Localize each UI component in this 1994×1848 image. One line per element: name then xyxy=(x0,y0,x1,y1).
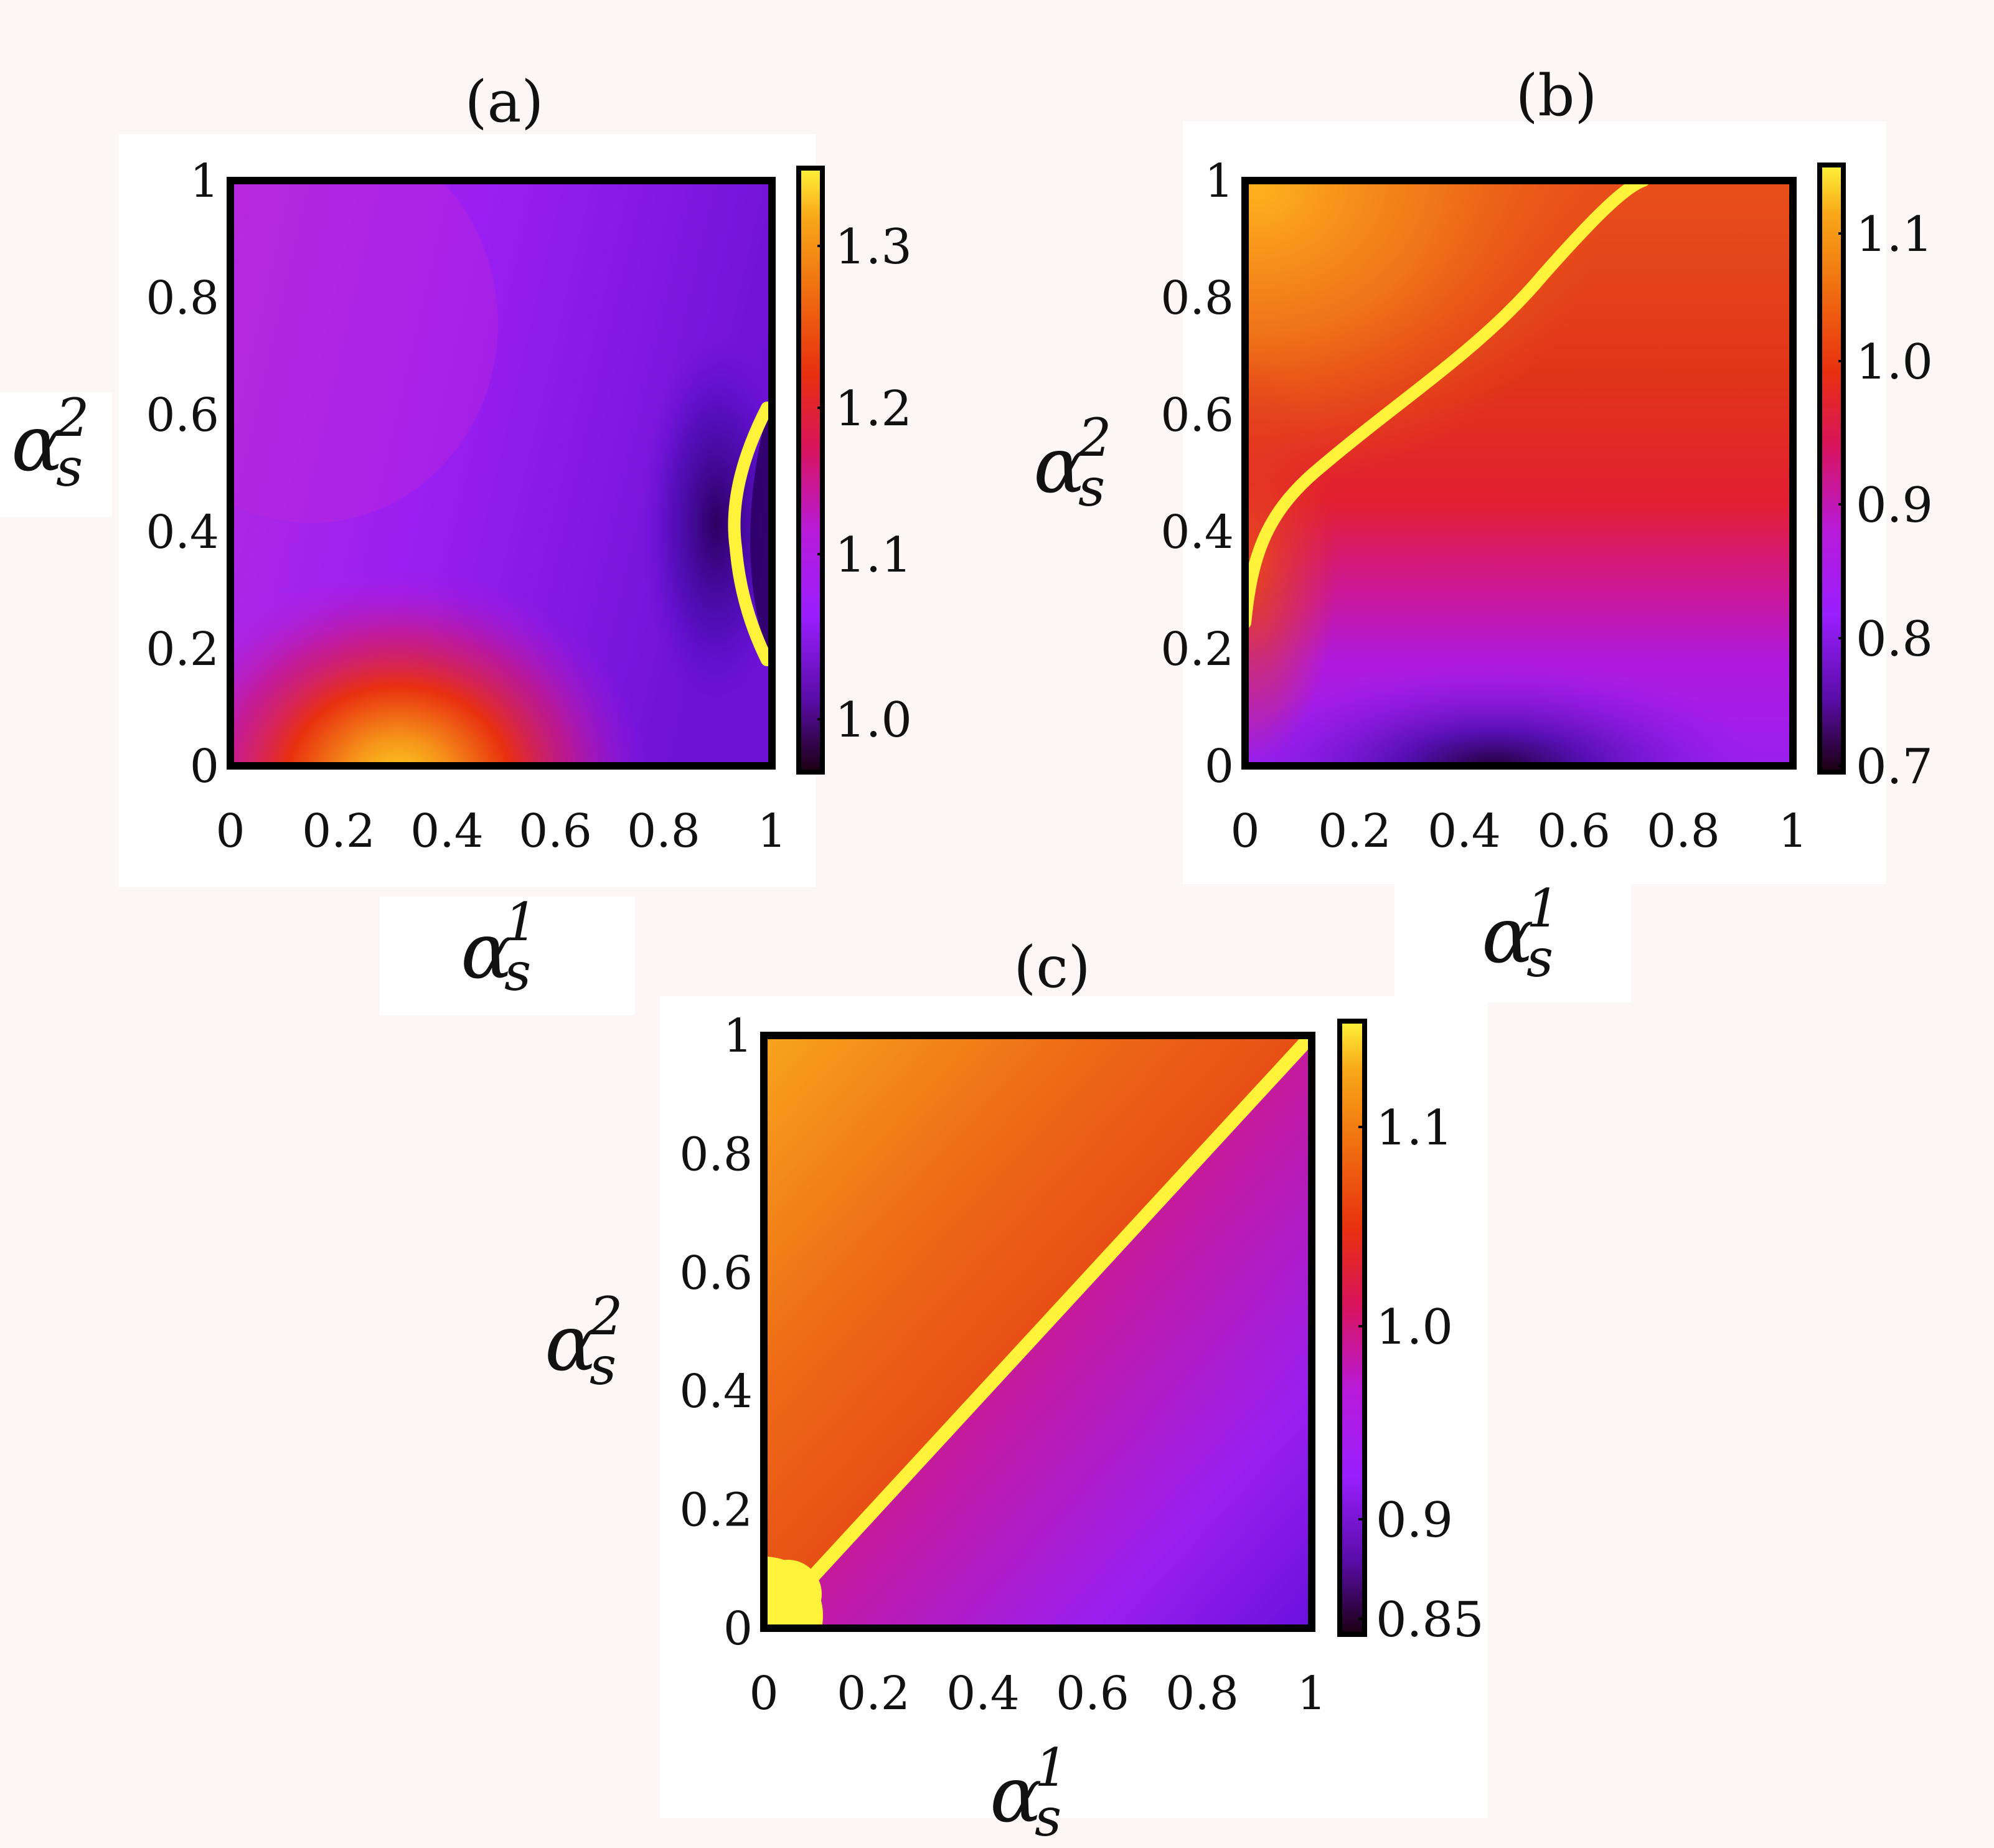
y-tick-label: 0.6 xyxy=(679,1247,753,1300)
colorbar-ticks-a: 1.0 1.1 1.2 1.3 xyxy=(817,219,912,748)
colorbar-tick-label: 0.85 xyxy=(1376,1592,1484,1648)
x-ticks-b: 0 0.2 0.4 0.6 0.8 1 xyxy=(1230,804,1807,858)
svg-text:1: 1 xyxy=(1035,1737,1068,1798)
y-tick-label: 0 xyxy=(190,740,219,793)
y-ticks-a: 0 0.2 0.4 0.6 0.8 1 xyxy=(146,154,219,793)
y-tick-label: 0.6 xyxy=(146,389,219,442)
x-tick-label: 0.2 xyxy=(1318,804,1391,858)
x-axis-label-b: α 1 s xyxy=(1482,878,1559,989)
y-tick-label: 0.8 xyxy=(146,271,219,325)
svg-text:s: s xyxy=(1526,928,1553,989)
y-axis-label-a: α 2 s xyxy=(11,387,89,498)
svg-text:s: s xyxy=(1035,1787,1061,1848)
svg-text:α: α xyxy=(11,399,63,489)
panel-a: 1.0 1.1 1.2 1.3 0 0.2 0.4 0.6 0.8 1 0 0.2 0.4 0.6 0.… xyxy=(11,68,912,1002)
x-tick-label: 0.2 xyxy=(302,804,375,858)
x-tick-label: 0 xyxy=(1230,804,1259,858)
y-tick-label: 0.8 xyxy=(1160,271,1234,325)
y-tick-label: 0 xyxy=(723,1602,753,1656)
panel-label-c: (c) xyxy=(1013,934,1090,1001)
y-tick-label: 0.6 xyxy=(1160,389,1234,442)
x-tick-label: 0 xyxy=(749,1667,778,1720)
svg-text:α: α xyxy=(545,1299,597,1388)
svg-text:2: 2 xyxy=(1078,407,1111,468)
colorbar-tick-label: 1.1 xyxy=(1856,207,1933,263)
svg-text:s: s xyxy=(504,941,531,1002)
x-tick-label: 0.8 xyxy=(1165,1667,1239,1720)
colorbar-tick-label: 1.0 xyxy=(1856,334,1933,390)
colorbar-tick-label: 1.0 xyxy=(835,692,912,748)
svg-text:α: α xyxy=(1482,891,1534,981)
svg-text:s: s xyxy=(1078,457,1105,518)
y-tick-label: 1 xyxy=(190,154,219,208)
colorbar-tick-label: 1.2 xyxy=(835,381,912,437)
x-ticks-a: 0 0.2 0.4 0.6 0.8 1 xyxy=(215,804,786,858)
x-tick-label: 0 xyxy=(215,804,245,858)
colorbar-ticks-c: 0.85 0.9 1.0 1.1 xyxy=(1358,1100,1484,1648)
y-axis-label-c: α 2 s xyxy=(545,1286,623,1397)
colorbar-tick-label: 0.9 xyxy=(1856,478,1933,534)
svg-text:s: s xyxy=(590,1336,616,1397)
colorbar-c xyxy=(1337,1019,1367,1637)
y-tick-label: 0.4 xyxy=(146,506,219,559)
y-tick-label: 1 xyxy=(723,1009,753,1063)
x-tick-label: 0.8 xyxy=(627,804,700,858)
x-tick-label: 0.6 xyxy=(1056,1667,1129,1720)
panel-c: 0.850.91.01.1 0 0.2 0.4 0.6 0.8 1 00.20.40.60… xyxy=(545,934,1484,1848)
svg-text:2: 2 xyxy=(55,387,89,448)
colorbar-a xyxy=(796,166,825,775)
colorbar-tick-label: 1.3 xyxy=(835,219,912,275)
heatmap-b xyxy=(1245,181,1793,766)
svg-text:1: 1 xyxy=(1526,878,1559,939)
svg-text:1: 1 xyxy=(504,892,537,953)
contour-b xyxy=(1245,181,1650,629)
panel-label-a: (a) xyxy=(465,68,544,135)
y-tick-label: 0.2 xyxy=(1160,623,1234,676)
y-tick-label: 0.2 xyxy=(679,1484,753,1537)
colorbar-tick-label: 1.1 xyxy=(1376,1100,1453,1156)
x-axis-label-c: α 1 s xyxy=(990,1737,1068,1848)
x-tick-label: 1 xyxy=(1297,1667,1326,1720)
svg-text:α: α xyxy=(461,907,513,996)
x-tick-label: 1 xyxy=(757,804,786,858)
colorbar-tick-label: 1.1 xyxy=(835,527,912,583)
contour-a xyxy=(728,402,772,666)
colorbar-b xyxy=(1817,163,1846,775)
x-tick-label: 0.2 xyxy=(837,1667,910,1720)
svg-text:α: α xyxy=(990,1750,1042,1840)
svg-text:2: 2 xyxy=(589,1286,623,1347)
heatmap-c xyxy=(764,1035,1312,1628)
svg-text:s: s xyxy=(56,437,83,498)
colorbar-tick-label: 0.7 xyxy=(1856,739,1933,795)
svg-text:α: α xyxy=(1033,421,1086,511)
y-ticks-c: 0 0.2 0.4 0.6 0.8 1 xyxy=(679,1009,753,1656)
x-tick-label: 0.4 xyxy=(410,804,484,858)
x-tick-label: 0.8 xyxy=(1647,804,1720,858)
colorbar-tick-label: 0.9 xyxy=(1376,1492,1453,1549)
x-tick-label: 0.4 xyxy=(946,1667,1020,1720)
y-tick-label: 0.8 xyxy=(679,1128,753,1181)
panel-b: 0.7 0.8 0.9 1.0 1.1 0 0.2 0.4 0.6 0.8 1 0 0.2 0.4 0.… xyxy=(1033,62,1933,989)
y-tick-label: 0.4 xyxy=(1160,506,1234,559)
y-tick-label: 0 xyxy=(1205,740,1234,793)
y-ticks-b: 0 0.2 0.4 0.6 0.8 1 xyxy=(1160,154,1234,793)
x-tick-label: 0.6 xyxy=(1537,804,1611,858)
x-tick-label: 1 xyxy=(1778,804,1807,858)
x-tick-label: 0.6 xyxy=(519,804,592,858)
x-ticks-c: 0 0.2 0.4 0.6 0.8 1 xyxy=(749,1667,1326,1720)
y-tick-label: 1 xyxy=(1205,154,1234,208)
y-tick-label: 0.4 xyxy=(679,1365,753,1418)
y-axis-label-b: α 2 s xyxy=(1033,407,1111,518)
contour-c xyxy=(790,1035,1312,1601)
colorbar-ticks-b: 0.7 0.8 0.9 1.0 1.1 xyxy=(1838,207,1933,795)
colorbar-tick-label: 0.8 xyxy=(1856,611,1933,667)
x-tick-label: 0.4 xyxy=(1427,804,1501,858)
heatmap-a xyxy=(230,181,772,766)
x-axis-label-a: α 1 s xyxy=(461,892,537,1002)
panel-label-b: (b) xyxy=(1516,62,1597,129)
colorbar-tick-label: 1.0 xyxy=(1376,1299,1453,1355)
y-tick-label: 0.2 xyxy=(146,623,219,676)
